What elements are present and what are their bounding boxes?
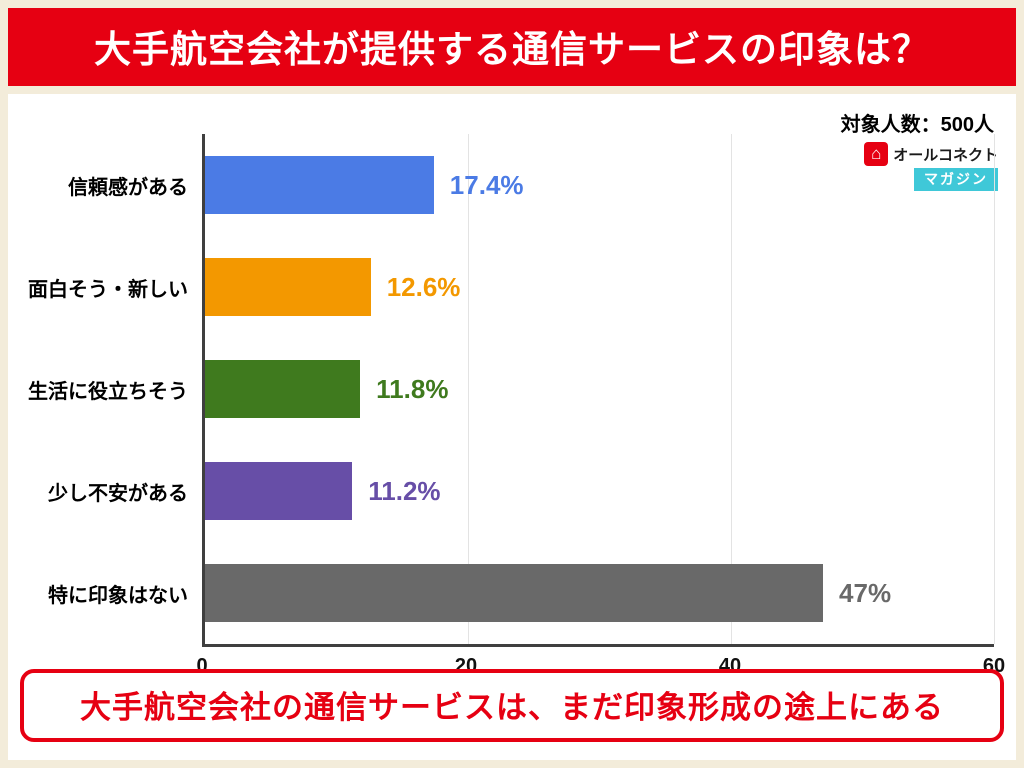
bar (205, 462, 353, 520)
bar-value-label: 17.4% (449, 169, 524, 200)
plot-area: 17.4% 12.6% 11.8% 11.2% 47% (202, 134, 995, 647)
category-label: 面白そう・新しい (28, 278, 188, 301)
bar-row: 11.2% (205, 440, 994, 542)
brand-subtitle: マガジン (914, 168, 998, 191)
sample-size-label: 対象人数：500人 (840, 114, 994, 136)
brand-logo-top: ⌂ オールコネクト (864, 142, 998, 166)
category-labels: 信頼感がある面白そう・新しい 生活に役立ちそう少し不安がある 特に印象はない (28, 134, 202, 647)
bar-row: 11.8% (205, 338, 994, 440)
x-tick-label: 0 (196, 655, 208, 677)
category-label: 生活に役立ちそう (28, 380, 188, 403)
bar-chart: 信頼感がある面白そう・新しい 生活に役立ちそう少し不安がある 特に印象はない 17.… (28, 134, 1005, 681)
house-icon: ⌂ (864, 142, 889, 166)
bar-value-label: 11.2% (368, 475, 441, 506)
brand-name: オールコネクト (893, 146, 998, 164)
gridline (994, 134, 995, 644)
gridline (467, 134, 469, 644)
bar-value-label: 47% (839, 577, 892, 608)
chart-panel: 対象人数：500人 ⌂ オールコネクト マガジン 信頼感がある面白そう・新しい生… (8, 94, 1016, 760)
brand-logo: ⌂ オールコネクト マガジン (864, 142, 998, 191)
bar-row: 12.6% (205, 236, 994, 338)
bar-row: 47% (205, 542, 994, 644)
page-title: 大手航空会社が提供する通信サービスの印象は？ (8, 8, 1016, 86)
bar (205, 258, 371, 316)
conclusion-banner: 大手航空会社の通信サービスは、まだ印象形成の途上にある (20, 669, 1004, 742)
bar-value-label: 12.6% (386, 271, 461, 302)
gridlines (205, 134, 995, 644)
bar (205, 156, 434, 214)
bar-value-label: 11.8% (376, 373, 449, 404)
category-label: 少し不安がある (48, 482, 188, 505)
bar-row: 17.4% (205, 134, 994, 236)
chart-body: 信頼感がある面白そう・新しい 生活に役立ちそう少し不安がある 特に印象はない 17.… (28, 134, 995, 647)
gridline (730, 134, 732, 644)
category-label: 信頼感がある (68, 176, 188, 199)
category-label: 特に印象はない (48, 584, 188, 607)
bar (205, 360, 361, 418)
bar (205, 564, 824, 622)
